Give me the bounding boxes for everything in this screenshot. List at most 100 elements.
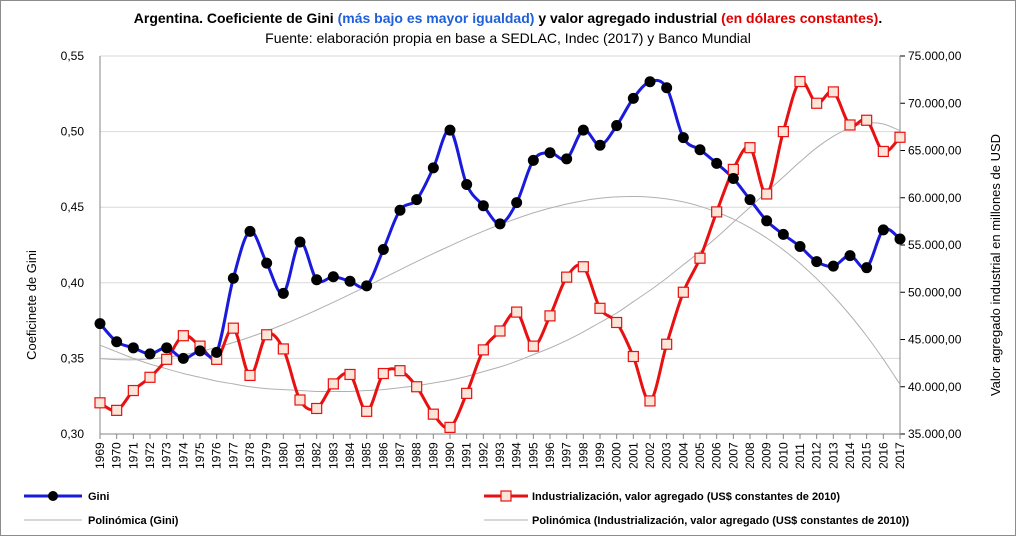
x-tick-label: 1991 — [460, 442, 474, 469]
marker-gini — [311, 274, 323, 286]
x-tick-label: 1977 — [226, 442, 240, 469]
marker-gini — [577, 124, 589, 136]
x-tick-label: 1974 — [176, 442, 190, 469]
marker-industrial — [627, 350, 639, 363]
marker-industrial — [661, 338, 673, 350]
x-tick-label: 1989 — [426, 442, 440, 469]
marker-gini — [544, 147, 556, 159]
y2-tick-label: 60.000,00 — [908, 191, 962, 205]
marker-industrial — [844, 119, 856, 131]
x-tick-label: 2008 — [743, 442, 757, 469]
marker-industrial — [427, 408, 439, 420]
x-tick-label: 2004 — [676, 442, 690, 469]
marker-gini — [427, 162, 439, 174]
x-tick-label: 1980 — [276, 442, 290, 469]
marker-gini — [627, 92, 639, 104]
marker-gini — [511, 197, 523, 209]
marker-industrial — [227, 322, 239, 334]
x-tick-label: 2002 — [643, 442, 657, 469]
marker-gini — [477, 200, 489, 212]
marker-gini — [444, 124, 456, 136]
marker-industrial — [727, 163, 739, 175]
marker-gini — [144, 348, 156, 360]
marker-gini — [494, 218, 506, 230]
marker-gini — [661, 82, 673, 94]
marker-gini — [161, 342, 173, 354]
marker-industrial — [777, 125, 789, 138]
marker-gini — [794, 241, 806, 253]
x-tick-label: 2003 — [660, 442, 674, 469]
series-markers — [94, 75, 906, 433]
x-tick-label: 2009 — [760, 442, 774, 469]
marker-industrial — [694, 252, 706, 264]
marker-gini — [127, 342, 139, 354]
marker-industrial — [311, 402, 323, 415]
marker-gini — [111, 336, 123, 348]
marker-gini — [611, 120, 623, 132]
x-tick-label: 2007 — [726, 442, 740, 469]
marker-industrial — [794, 75, 806, 88]
marker-gini — [211, 346, 223, 358]
marker-industrial — [161, 353, 173, 365]
x-tick-label: 1984 — [343, 442, 357, 469]
marker-gini — [177, 352, 189, 364]
marker-industrial — [677, 286, 689, 298]
y2-tick-label: 35.000,00 — [908, 427, 962, 441]
x-tick-label: 2000 — [610, 442, 624, 469]
y-axis-title: Coeficinete de Gini — [24, 250, 39, 360]
x-tick-label: 1985 — [360, 442, 374, 469]
marker-industrial — [261, 329, 273, 341]
marker-industrial — [444, 421, 456, 433]
marker-gini — [294, 236, 306, 248]
marker-gini — [527, 154, 539, 166]
marker-industrial — [461, 387, 473, 399]
marker-gini — [894, 233, 906, 245]
y2-tick-label: 45.000,00 — [908, 333, 962, 347]
marker-gini — [844, 250, 856, 262]
x-tick-label: 1975 — [193, 442, 207, 469]
marker-industrial — [811, 97, 823, 109]
x-tick-label: 2017 — [893, 442, 907, 469]
x-tick-label: 1987 — [393, 442, 407, 469]
x-tick-label: 1990 — [443, 442, 457, 469]
x-tick-label: 2011 — [793, 443, 807, 469]
marker-industrial — [594, 302, 606, 314]
marker-gini — [394, 204, 406, 216]
marker-industrial — [377, 367, 389, 380]
marker-gini — [761, 215, 773, 227]
x-tick-label: 2014 — [843, 442, 857, 469]
marker-industrial — [827, 86, 839, 98]
marker-gini — [244, 225, 256, 237]
legend-marker-gini — [48, 491, 58, 501]
x-tick-label: 1999 — [593, 442, 607, 469]
marker-gini — [827, 260, 839, 272]
marker-industrial — [577, 261, 589, 273]
axes — [99, 55, 905, 439]
legend-label-gini: Gini — [88, 491, 109, 503]
y2-tick-label: 65.000,00 — [908, 144, 962, 158]
marker-gini — [711, 157, 723, 169]
x-tick-label: 1970 — [110, 442, 124, 469]
marker-industrial — [277, 343, 289, 355]
marker-gini — [594, 139, 606, 151]
marker-gini — [677, 132, 689, 144]
marker-industrial — [544, 310, 556, 322]
marker-industrial — [511, 306, 523, 318]
marker-gini — [644, 76, 656, 88]
x-tick-label: 2010 — [776, 442, 790, 469]
y-tick-label: 0,55 — [61, 49, 85, 63]
marker-industrial — [644, 395, 656, 407]
x-tick-label: 1979 — [260, 442, 274, 469]
marker-industrial — [711, 206, 723, 218]
marker-industrial — [527, 340, 539, 352]
legend: Gini Industrialización, valor agregado (U… — [24, 490, 909, 527]
marker-gini — [561, 153, 573, 165]
x-tick-label: 1994 — [510, 442, 524, 469]
chart-subtitle: Fuente: elaboración propia en base a SED… — [265, 30, 751, 46]
x-tick-label: 2006 — [710, 442, 724, 469]
legend-marker-industrial — [500, 490, 512, 502]
x-tick-label: 1993 — [493, 442, 507, 469]
x-tick-label: 1969 — [93, 442, 107, 469]
marker-industrial — [561, 271, 573, 283]
